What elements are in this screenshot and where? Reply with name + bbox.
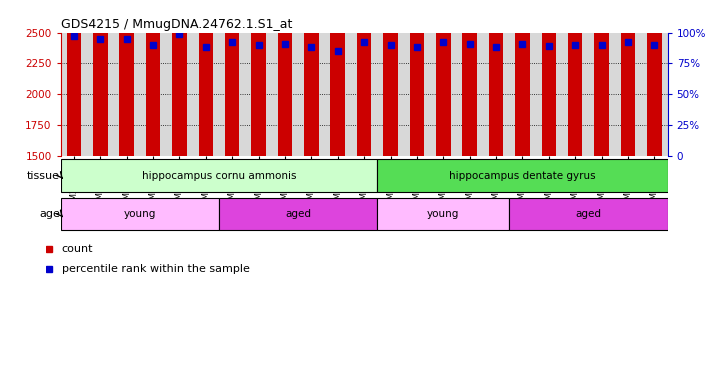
Bar	[489, 0, 503, 156]
Text: count: count	[61, 244, 93, 254]
Bar	[410, 0, 424, 156]
Text: GDS4215 / MmugDNA.24762.1.S1_at: GDS4215 / MmugDNA.24762.1.S1_at	[61, 18, 292, 31]
Bar	[377, 159, 668, 192]
Text: young: young	[124, 209, 156, 219]
Bar	[172, 0, 186, 156]
Bar	[225, 0, 239, 156]
Bar	[278, 0, 292, 156]
Bar	[251, 0, 266, 156]
Bar	[568, 0, 583, 156]
Bar	[542, 0, 556, 156]
Bar	[61, 159, 377, 192]
Text: hippocampus cornu ammonis: hippocampus cornu ammonis	[142, 170, 296, 181]
Text: young: young	[427, 209, 460, 219]
Bar	[516, 0, 530, 156]
Text: hippocampus dentate gyrus: hippocampus dentate gyrus	[449, 170, 595, 181]
Bar	[119, 0, 134, 156]
Bar	[463, 0, 477, 156]
Bar	[146, 0, 161, 156]
Bar	[509, 198, 668, 230]
Bar	[93, 0, 108, 156]
Bar	[304, 0, 318, 156]
Bar	[331, 0, 345, 156]
Bar	[198, 0, 213, 156]
Bar	[647, 0, 662, 156]
Text: tissue: tissue	[27, 170, 60, 181]
Text: aged: aged	[575, 209, 601, 219]
Text: aged: aged	[285, 209, 311, 219]
Text: age: age	[39, 209, 60, 219]
Bar	[620, 0, 635, 156]
Bar	[66, 0, 81, 156]
Bar	[377, 198, 509, 230]
Bar	[357, 0, 371, 156]
Text: percentile rank within the sample: percentile rank within the sample	[61, 264, 249, 274]
Bar	[383, 0, 398, 156]
Bar	[436, 0, 451, 156]
Bar	[594, 0, 609, 156]
Bar	[61, 198, 219, 230]
Bar	[219, 198, 377, 230]
